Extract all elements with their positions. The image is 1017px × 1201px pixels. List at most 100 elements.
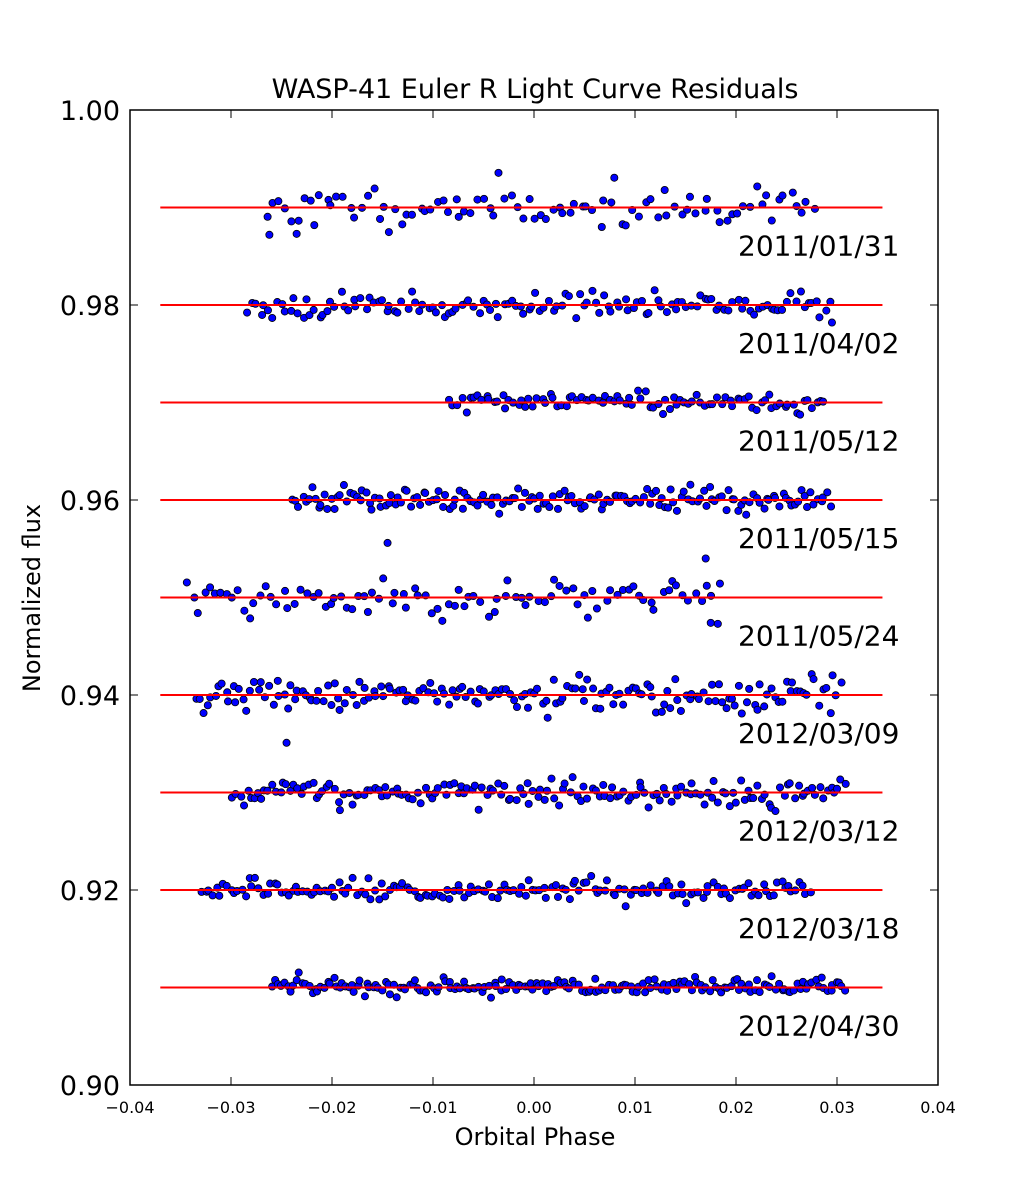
data-point bbox=[606, 307, 615, 316]
data-point bbox=[826, 709, 835, 718]
data-point bbox=[575, 670, 584, 679]
data-point bbox=[654, 400, 663, 409]
data-point bbox=[702, 501, 711, 510]
data-point bbox=[646, 195, 655, 204]
data-point bbox=[416, 799, 425, 808]
data-point bbox=[621, 221, 630, 230]
data-point bbox=[822, 306, 831, 315]
data-point bbox=[388, 599, 397, 608]
data-point bbox=[565, 895, 574, 904]
outlier-point bbox=[827, 318, 836, 327]
data-point bbox=[448, 686, 457, 695]
data-point bbox=[377, 682, 386, 691]
data-point bbox=[760, 702, 769, 711]
data-point bbox=[281, 586, 290, 595]
data-point bbox=[787, 678, 796, 687]
data-point bbox=[493, 894, 502, 903]
data-point bbox=[678, 890, 687, 899]
data-point bbox=[433, 697, 442, 706]
data-point bbox=[450, 601, 459, 610]
data-point bbox=[377, 296, 386, 305]
data-point bbox=[364, 191, 373, 200]
data-point bbox=[711, 697, 720, 706]
data-point bbox=[569, 584, 578, 593]
data-point bbox=[284, 891, 293, 900]
data-point bbox=[320, 490, 329, 499]
data-point bbox=[659, 410, 668, 419]
data-point bbox=[476, 597, 485, 606]
data-point bbox=[314, 589, 323, 598]
data-point bbox=[497, 975, 506, 984]
data-point bbox=[355, 976, 364, 985]
data-point bbox=[646, 881, 655, 890]
data-point bbox=[520, 488, 529, 497]
data-point bbox=[573, 600, 582, 609]
data-point bbox=[234, 684, 243, 693]
data-point bbox=[788, 188, 797, 197]
data-point bbox=[233, 586, 242, 595]
data-point bbox=[362, 488, 371, 497]
data-point bbox=[797, 208, 806, 217]
data-point bbox=[576, 290, 585, 299]
x-axis-label: Orbital Phase bbox=[455, 1123, 616, 1151]
data-point bbox=[411, 584, 420, 593]
data-point bbox=[479, 687, 488, 696]
data-point bbox=[263, 306, 272, 315]
data-point bbox=[314, 191, 323, 200]
data-point bbox=[466, 209, 475, 218]
data-point bbox=[452, 195, 461, 204]
data-point bbox=[582, 878, 591, 887]
data-point bbox=[296, 585, 305, 594]
data-point bbox=[339, 481, 348, 490]
series-label: 2011/05/24 bbox=[738, 620, 899, 653]
series-2012-04-30: 2012/04/30 bbox=[160, 968, 899, 1043]
data-point bbox=[664, 503, 673, 512]
data-point bbox=[597, 223, 606, 232]
data-point bbox=[762, 191, 771, 200]
data-point bbox=[650, 286, 659, 295]
data-point bbox=[769, 891, 778, 900]
data-point bbox=[426, 678, 435, 687]
data-point bbox=[458, 682, 467, 691]
data-point bbox=[737, 776, 746, 785]
data-point bbox=[778, 305, 787, 314]
data-point bbox=[460, 893, 469, 902]
data-point bbox=[486, 993, 495, 1002]
data-point bbox=[273, 880, 282, 889]
series-2011-04-02: 2011/04/02 bbox=[160, 286, 899, 360]
data-point bbox=[837, 678, 846, 687]
data-point bbox=[676, 706, 685, 715]
data-point bbox=[434, 487, 443, 496]
data-point bbox=[737, 709, 746, 718]
data-point bbox=[550, 794, 559, 803]
x-tick-label: 0.03 bbox=[819, 1098, 855, 1117]
data-point bbox=[646, 499, 655, 508]
data-point bbox=[293, 309, 302, 318]
data-point bbox=[619, 700, 628, 709]
data-point bbox=[290, 599, 299, 608]
data-point bbox=[715, 218, 724, 227]
data-point bbox=[473, 699, 482, 708]
data-point bbox=[392, 993, 401, 1002]
data-point bbox=[443, 208, 452, 217]
plot-area: −0.04 −0.03 −0.02 −0.01 0.00 0.01 0.02 0.03 0.04… bbox=[60, 96, 956, 1117]
y-axis-label: Normalized flux bbox=[18, 504, 46, 692]
data-point bbox=[727, 694, 736, 703]
series-label: 2011/05/12 bbox=[738, 425, 899, 458]
data-point bbox=[730, 701, 739, 710]
data-point bbox=[306, 196, 315, 205]
data-point bbox=[330, 784, 339, 793]
data-point bbox=[502, 985, 511, 994]
data-point bbox=[355, 677, 364, 686]
data-point bbox=[553, 504, 562, 513]
data-point bbox=[410, 976, 419, 985]
data-point bbox=[550, 575, 559, 584]
data-point bbox=[269, 700, 278, 709]
data-point bbox=[540, 795, 549, 804]
data-point bbox=[545, 502, 554, 511]
data-point bbox=[806, 488, 815, 497]
data-point bbox=[371, 692, 380, 701]
data-point bbox=[342, 497, 351, 506]
data-point bbox=[195, 694, 204, 703]
data-point bbox=[583, 613, 592, 622]
